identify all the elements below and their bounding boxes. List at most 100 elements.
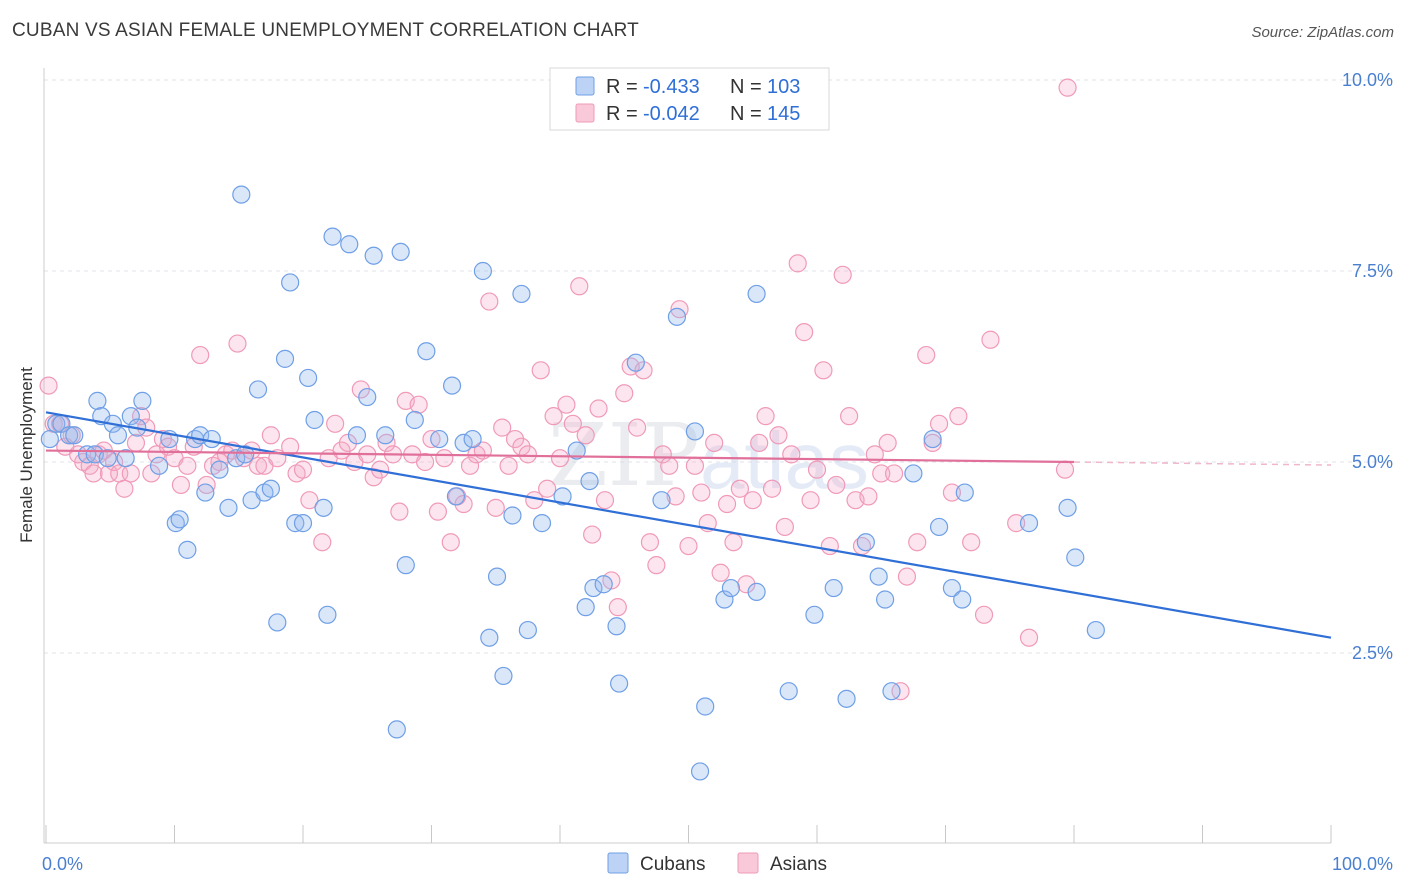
asians-point-86 [583,525,602,544]
cubans-point-9 [98,449,117,468]
cubans-point-45 [347,426,367,445]
asians-point-143 [981,330,1000,349]
cubans-point-13 [121,407,140,426]
asians-point-8 [84,464,103,483]
asians-point-103 [692,483,711,502]
asians-point-14 [115,479,134,498]
asians-point-136 [908,533,927,552]
bottom-legend-label-asians: Asians [770,854,827,875]
cubans-point-101 [1086,620,1105,640]
asians-point-43 [300,491,319,510]
cubans-point-41 [314,498,333,517]
asians-point-93 [627,418,647,437]
asians-point-126 [840,407,859,426]
asians-point-62 [428,502,448,521]
y-tick-labels: 2.5% 5.0% 7.5% 10.0% [1342,70,1393,663]
asians-point-148 [974,605,994,624]
asians-point-121 [807,460,827,479]
cubans-point-0 [40,429,59,449]
cubans-point-102 [923,429,942,449]
legend-n-value-asians: 145 [767,103,800,125]
asians-point-145 [1019,628,1039,647]
chart-title: CUBAN VS ASIAN FEMALE UNEMPLOYMENT CORRE… [12,20,639,41]
cubans-point-55 [442,376,462,395]
cubans-point-56 [446,487,466,506]
cubans-point-62 [494,666,513,686]
asians-point-102 [685,456,705,475]
asians-point-107 [717,494,737,514]
cubans-point-46 [358,387,377,407]
cubans-point-78 [685,422,705,441]
cubans-point-60 [480,628,499,647]
cubans-point-51 [396,556,415,575]
asians-point-33 [228,334,247,353]
asians-point-108 [724,533,743,552]
cubans-point-57 [454,433,473,452]
asians-point-15 [121,464,140,483]
cubans-point-90 [869,567,888,586]
cubans-point-97 [955,483,974,502]
asians-point-112 [750,433,769,452]
asians-point-137 [917,345,936,365]
asians-point-120 [801,491,820,510]
asians-point-129 [859,487,878,506]
cubans-point-88 [837,689,856,708]
bottom-legend-swatch-asians [737,852,759,874]
cubans-point-80 [696,697,715,716]
cubans-point-15 [133,391,152,410]
asians-point-98 [660,456,679,475]
asians-point-124 [827,475,846,495]
asians-point-122 [814,361,833,380]
asians-point-144 [1007,514,1026,533]
cubans-point-43 [323,227,342,246]
asians-point-81 [550,449,570,468]
asians-point-24 [171,475,191,495]
cubans-point-38 [293,514,313,533]
cubans-point-68 [567,441,586,460]
asians-point-67 [460,456,480,475]
cubans-point-84 [747,582,766,601]
cubans-point-12 [116,449,135,468]
cubans-point-92 [882,682,901,701]
asians-point-46 [326,414,345,433]
cubans-point-4 [65,426,84,445]
asians-point-125 [833,265,852,284]
asians-point-132 [878,433,897,452]
legend-swatch-asians [575,103,595,123]
asians-point-97 [653,445,672,464]
legend-n-label-cubans: N = [730,76,762,98]
asians-point-16 [126,433,146,452]
cubans-point-79 [690,762,710,781]
asians-point-119 [795,323,814,342]
asians-point-27 [191,345,210,365]
cubans-point-96 [953,590,972,609]
cubans-point-89 [856,533,875,552]
asians-point-19 [142,464,161,483]
asians-point-88 [595,491,615,510]
asians-point-87 [589,399,608,418]
asians-point-60 [415,452,435,472]
cubans-point-66 [532,514,552,533]
cubans-point-77 [667,307,687,326]
y-tick-label-2: 7.5% [1352,261,1393,281]
asians-point-74 [505,429,525,449]
cubans-point-93 [904,464,923,483]
asians-point-83 [563,414,582,433]
cubans-point-73 [607,617,626,636]
cubans-point-26 [219,498,238,517]
asians-point-17 [131,407,151,426]
x-tick-label-1: 100.0% [1332,854,1393,874]
cubans-point-61 [487,567,507,586]
cubans-point-33 [261,479,280,498]
cubans-point-49 [387,720,406,739]
asians-point-84 [570,277,589,296]
asians-points [39,78,1077,701]
cubans-point-3 [60,426,79,445]
asians-point-139 [929,414,949,433]
cubans-point-64 [512,284,531,304]
cubans-point-52 [405,410,424,430]
bottom-legend-label-cubans: Cubans [640,854,706,875]
asians-point-42 [293,460,313,479]
cubans-trend-line [45,411,1332,639]
top-legend: R = -0.433 N = 103 R = -0.042 N = 145 [549,67,830,131]
